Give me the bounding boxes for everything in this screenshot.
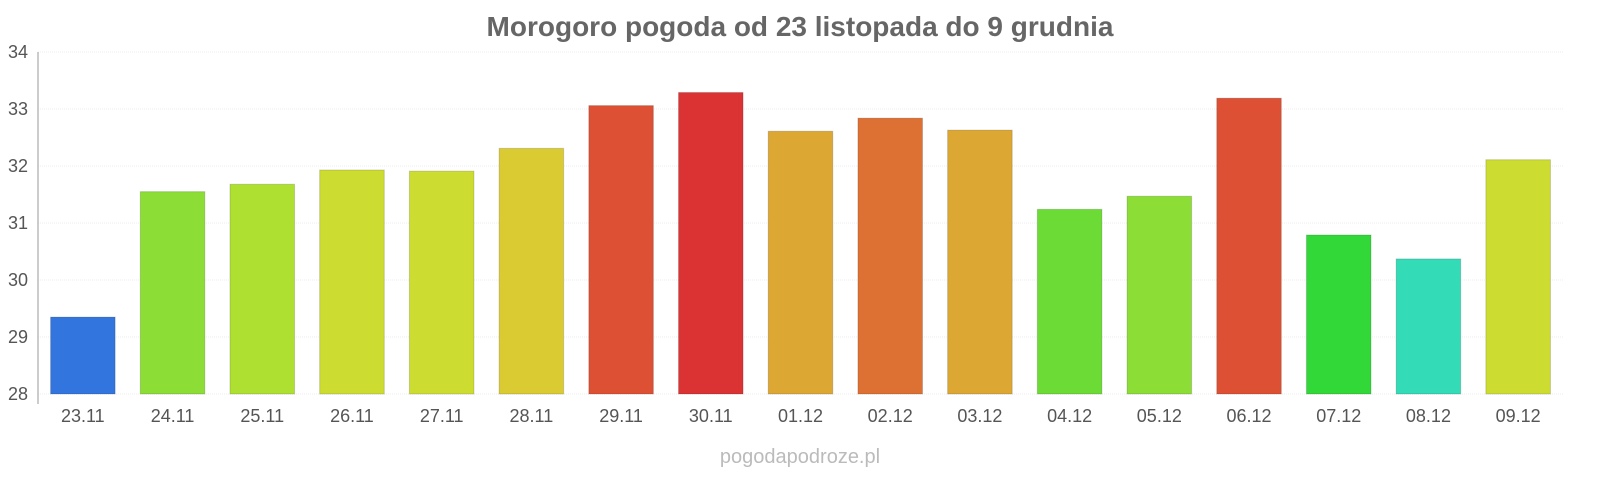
x-tick-label: 26.11 [330,406,374,426]
x-tick-label: 27.11 [420,406,464,426]
bar-08.12 [1395,258,1462,395]
bar-07.12 [1305,234,1372,395]
x-tick-label: 30.11 [689,406,733,426]
x-tick-label: 28.11 [510,406,554,426]
y-tick-label: 31 [8,213,28,233]
y-tick-label: 30 [8,270,28,290]
bars [50,91,1551,395]
bar-24.11 [139,191,206,395]
x-tick-label: 24.11 [151,406,195,426]
y-tick-label: 29 [8,327,28,347]
x-axis-ticks: 23.11 24.11 25.11 26.11 27.11 28.11 29.11 30.11… [61,406,1541,426]
bar-09.12 [1485,159,1551,395]
bar-23.11 [50,316,116,395]
bar-01.12 [767,130,834,395]
x-tick-label: 23.11 [61,406,105,426]
x-tick-label: 08.12 [1406,406,1451,426]
x-tick-label: 07.12 [1316,406,1361,426]
bar-28.11 [498,147,565,395]
y-tick-label: 34 [8,42,28,62]
bar-30.11 [678,91,744,395]
y-tick-label: 33 [8,99,28,119]
x-tick-label: 29.11 [599,406,643,426]
bar-06.12 [1216,97,1282,395]
bar-02.12 [857,117,923,395]
x-tick-label: 02.12 [868,406,913,426]
x-tick-label: 05.12 [1137,406,1182,426]
x-tick-label: 25.11 [240,406,284,426]
x-tick-label: 06.12 [1227,406,1272,426]
y-tick-label: 32 [8,156,28,176]
bar-25.11 [229,183,296,395]
bar-05.12 [1126,195,1193,395]
x-tick-label: 04.12 [1047,406,1092,426]
bar-03.12 [947,129,1013,395]
y-tick-label: 28 [8,384,28,404]
bar-26.11 [319,169,385,395]
watermark-text: pogodapodroze.pl [720,446,880,468]
bar-04.12 [1036,208,1103,395]
bar-29.11 [588,105,654,395]
bar-27.11 [408,170,475,395]
y-axis-ticks: 28 29 30 31 32 33 34 [8,42,28,404]
x-tick-label: 01.12 [778,406,823,426]
chart-title: Morogoro pogoda od 23 listopada do 9 gru… [487,11,1114,42]
x-tick-label: 09.12 [1496,406,1541,426]
x-tick-label: 03.12 [957,406,1002,426]
